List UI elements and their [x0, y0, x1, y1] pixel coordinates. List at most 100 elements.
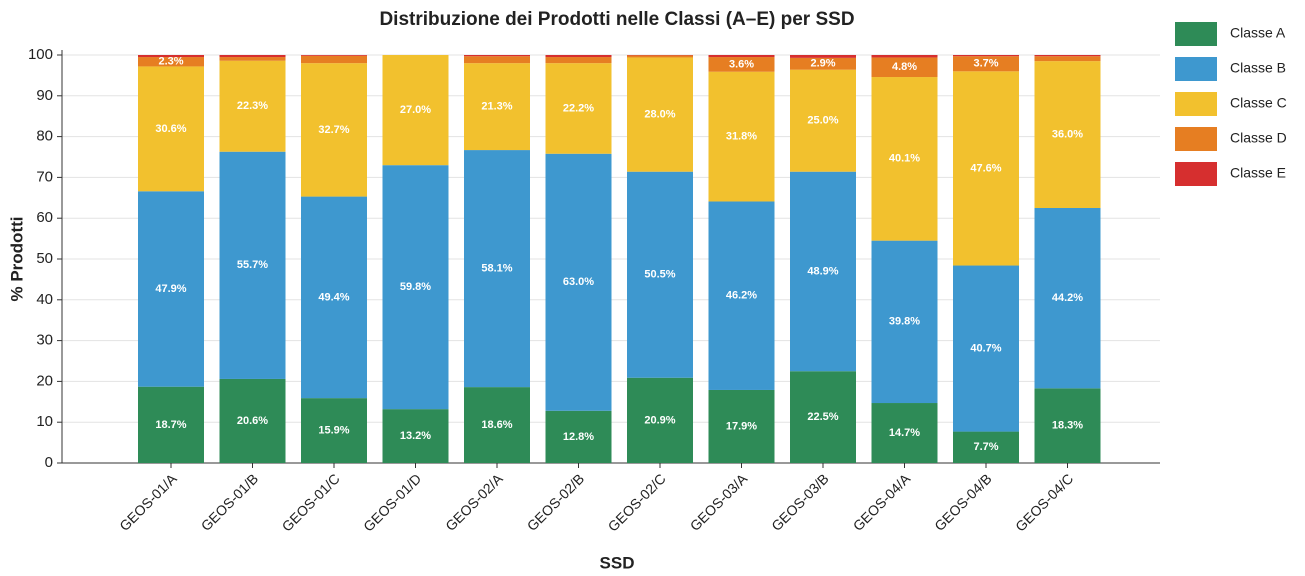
data-label: 21.3% [481, 101, 512, 113]
data-label: 49.4% [318, 291, 349, 303]
data-label: 15.9% [318, 424, 349, 436]
legend-swatch [1175, 127, 1217, 151]
bar-segment [545, 410, 612, 463]
bar-segment [627, 377, 693, 463]
bar-segment [1034, 61, 1101, 209]
data-label: 18.6% [481, 419, 512, 431]
data-label: 31.8% [726, 131, 757, 143]
data-label: 13.2% [400, 430, 431, 442]
chart-title: Distribuzione dei Prodotti nelle Classi … [379, 9, 854, 30]
legend-label: Classe A [1230, 25, 1286, 41]
bar-segment [708, 389, 775, 463]
legend-label: Classe E [1230, 165, 1286, 181]
bar-segment [790, 171, 856, 372]
bar-segment [708, 71, 775, 202]
data-label: 22.3% [237, 100, 268, 112]
data-label: 39.8% [889, 316, 920, 328]
legend-swatch [1175, 92, 1217, 116]
y-tick-label: 80 [36, 128, 53, 145]
data-label: 47.6% [970, 162, 1001, 174]
bar-segment [464, 56, 530, 64]
data-label: 40.1% [889, 153, 920, 165]
bar-segment [138, 386, 204, 463]
bar-segment [708, 57, 775, 72]
y-tick-label: 10 [36, 413, 53, 430]
x-tick-label: GEOS-02/A [442, 470, 506, 534]
data-label: 2.9% [810, 58, 835, 70]
data-label: 4.8% [892, 61, 917, 73]
bar-segment [953, 56, 1019, 72]
x-tick-label: GEOS-03/B [768, 470, 832, 534]
x-tick-label: GEOS-01/D [360, 470, 424, 534]
bar-segment [464, 387, 530, 463]
bar-segment [301, 196, 367, 399]
x-tick-label: GEOS-03/A [687, 470, 751, 534]
y-tick-label: 90 [36, 87, 53, 104]
bar-segment [138, 57, 204, 67]
bar-segment [790, 69, 856, 172]
bar-segment [138, 55, 204, 58]
data-label: 12.8% [563, 431, 594, 443]
bar-segment [1034, 56, 1101, 62]
bar-segment [301, 55, 367, 64]
bar-segment [464, 150, 530, 388]
y-tick-label: 40 [36, 291, 53, 308]
data-label: 3.7% [973, 58, 998, 70]
data-label: 63.0% [563, 276, 594, 288]
data-label: 58.1% [481, 262, 512, 274]
data-label: 3.6% [729, 58, 754, 70]
y-tick-label: 0 [45, 454, 53, 471]
legend-label: Classe B [1230, 60, 1286, 76]
legend-swatch [1175, 162, 1217, 186]
bar-segment [138, 66, 204, 192]
data-label: 46.2% [726, 290, 757, 302]
bar-segment [790, 55, 856, 58]
data-label: 7.7% [973, 441, 998, 453]
data-label: 17.9% [726, 420, 757, 432]
x-axis-label: SSD [600, 553, 635, 572]
data-label: 59.8% [400, 281, 431, 293]
data-label: 22.5% [807, 411, 838, 423]
bar-segment [219, 378, 286, 463]
y-tick-label: 100 [28, 46, 53, 63]
x-tick-label: GEOS-01/A [116, 470, 180, 534]
x-tick-label: GEOS-01/B [198, 470, 262, 534]
bar-segment [382, 165, 449, 410]
bar-segment [953, 431, 1019, 463]
bar-segment [708, 55, 775, 58]
y-tick-label: 30 [36, 332, 53, 349]
bar-segment [871, 240, 938, 404]
bar-segment [301, 55, 367, 56]
bar-segment [871, 403, 938, 463]
data-label: 55.7% [237, 259, 268, 271]
bar-segment [545, 63, 612, 154]
x-tick-label: GEOS-02/C [605, 470, 669, 534]
bar-segment [464, 63, 530, 151]
data-label: 22.2% [563, 102, 594, 114]
data-label: 18.3% [1052, 420, 1083, 432]
y-tick-label: 70 [36, 168, 53, 185]
bar-segment [627, 55, 693, 58]
x-tick-label: GEOS-04/B [931, 470, 995, 534]
data-label: 27.0% [400, 104, 431, 116]
x-tick-label: GEOS-02/B [524, 470, 588, 534]
legend-swatch [1175, 22, 1217, 46]
bar-segment [219, 55, 286, 58]
bar-segment [1034, 388, 1101, 463]
legend-label: Classe D [1230, 130, 1287, 146]
bar-segment [545, 55, 612, 58]
data-label: 14.7% [889, 427, 920, 439]
bar-segment [219, 151, 286, 379]
legend-swatch [1175, 57, 1217, 81]
data-label: 28.0% [644, 108, 675, 120]
bar-segment [953, 71, 1019, 266]
x-tick-label: GEOS-04/A [850, 470, 914, 534]
data-label: 44.2% [1052, 292, 1083, 304]
x-tick-label: GEOS-01/C [279, 470, 343, 534]
bar-segment [871, 57, 938, 78]
legend-label: Classe C [1230, 95, 1287, 111]
data-label: 48.9% [807, 265, 838, 277]
bar-segment [382, 409, 449, 463]
data-label: 36.0% [1052, 128, 1083, 140]
bar-segment [953, 55, 1019, 57]
